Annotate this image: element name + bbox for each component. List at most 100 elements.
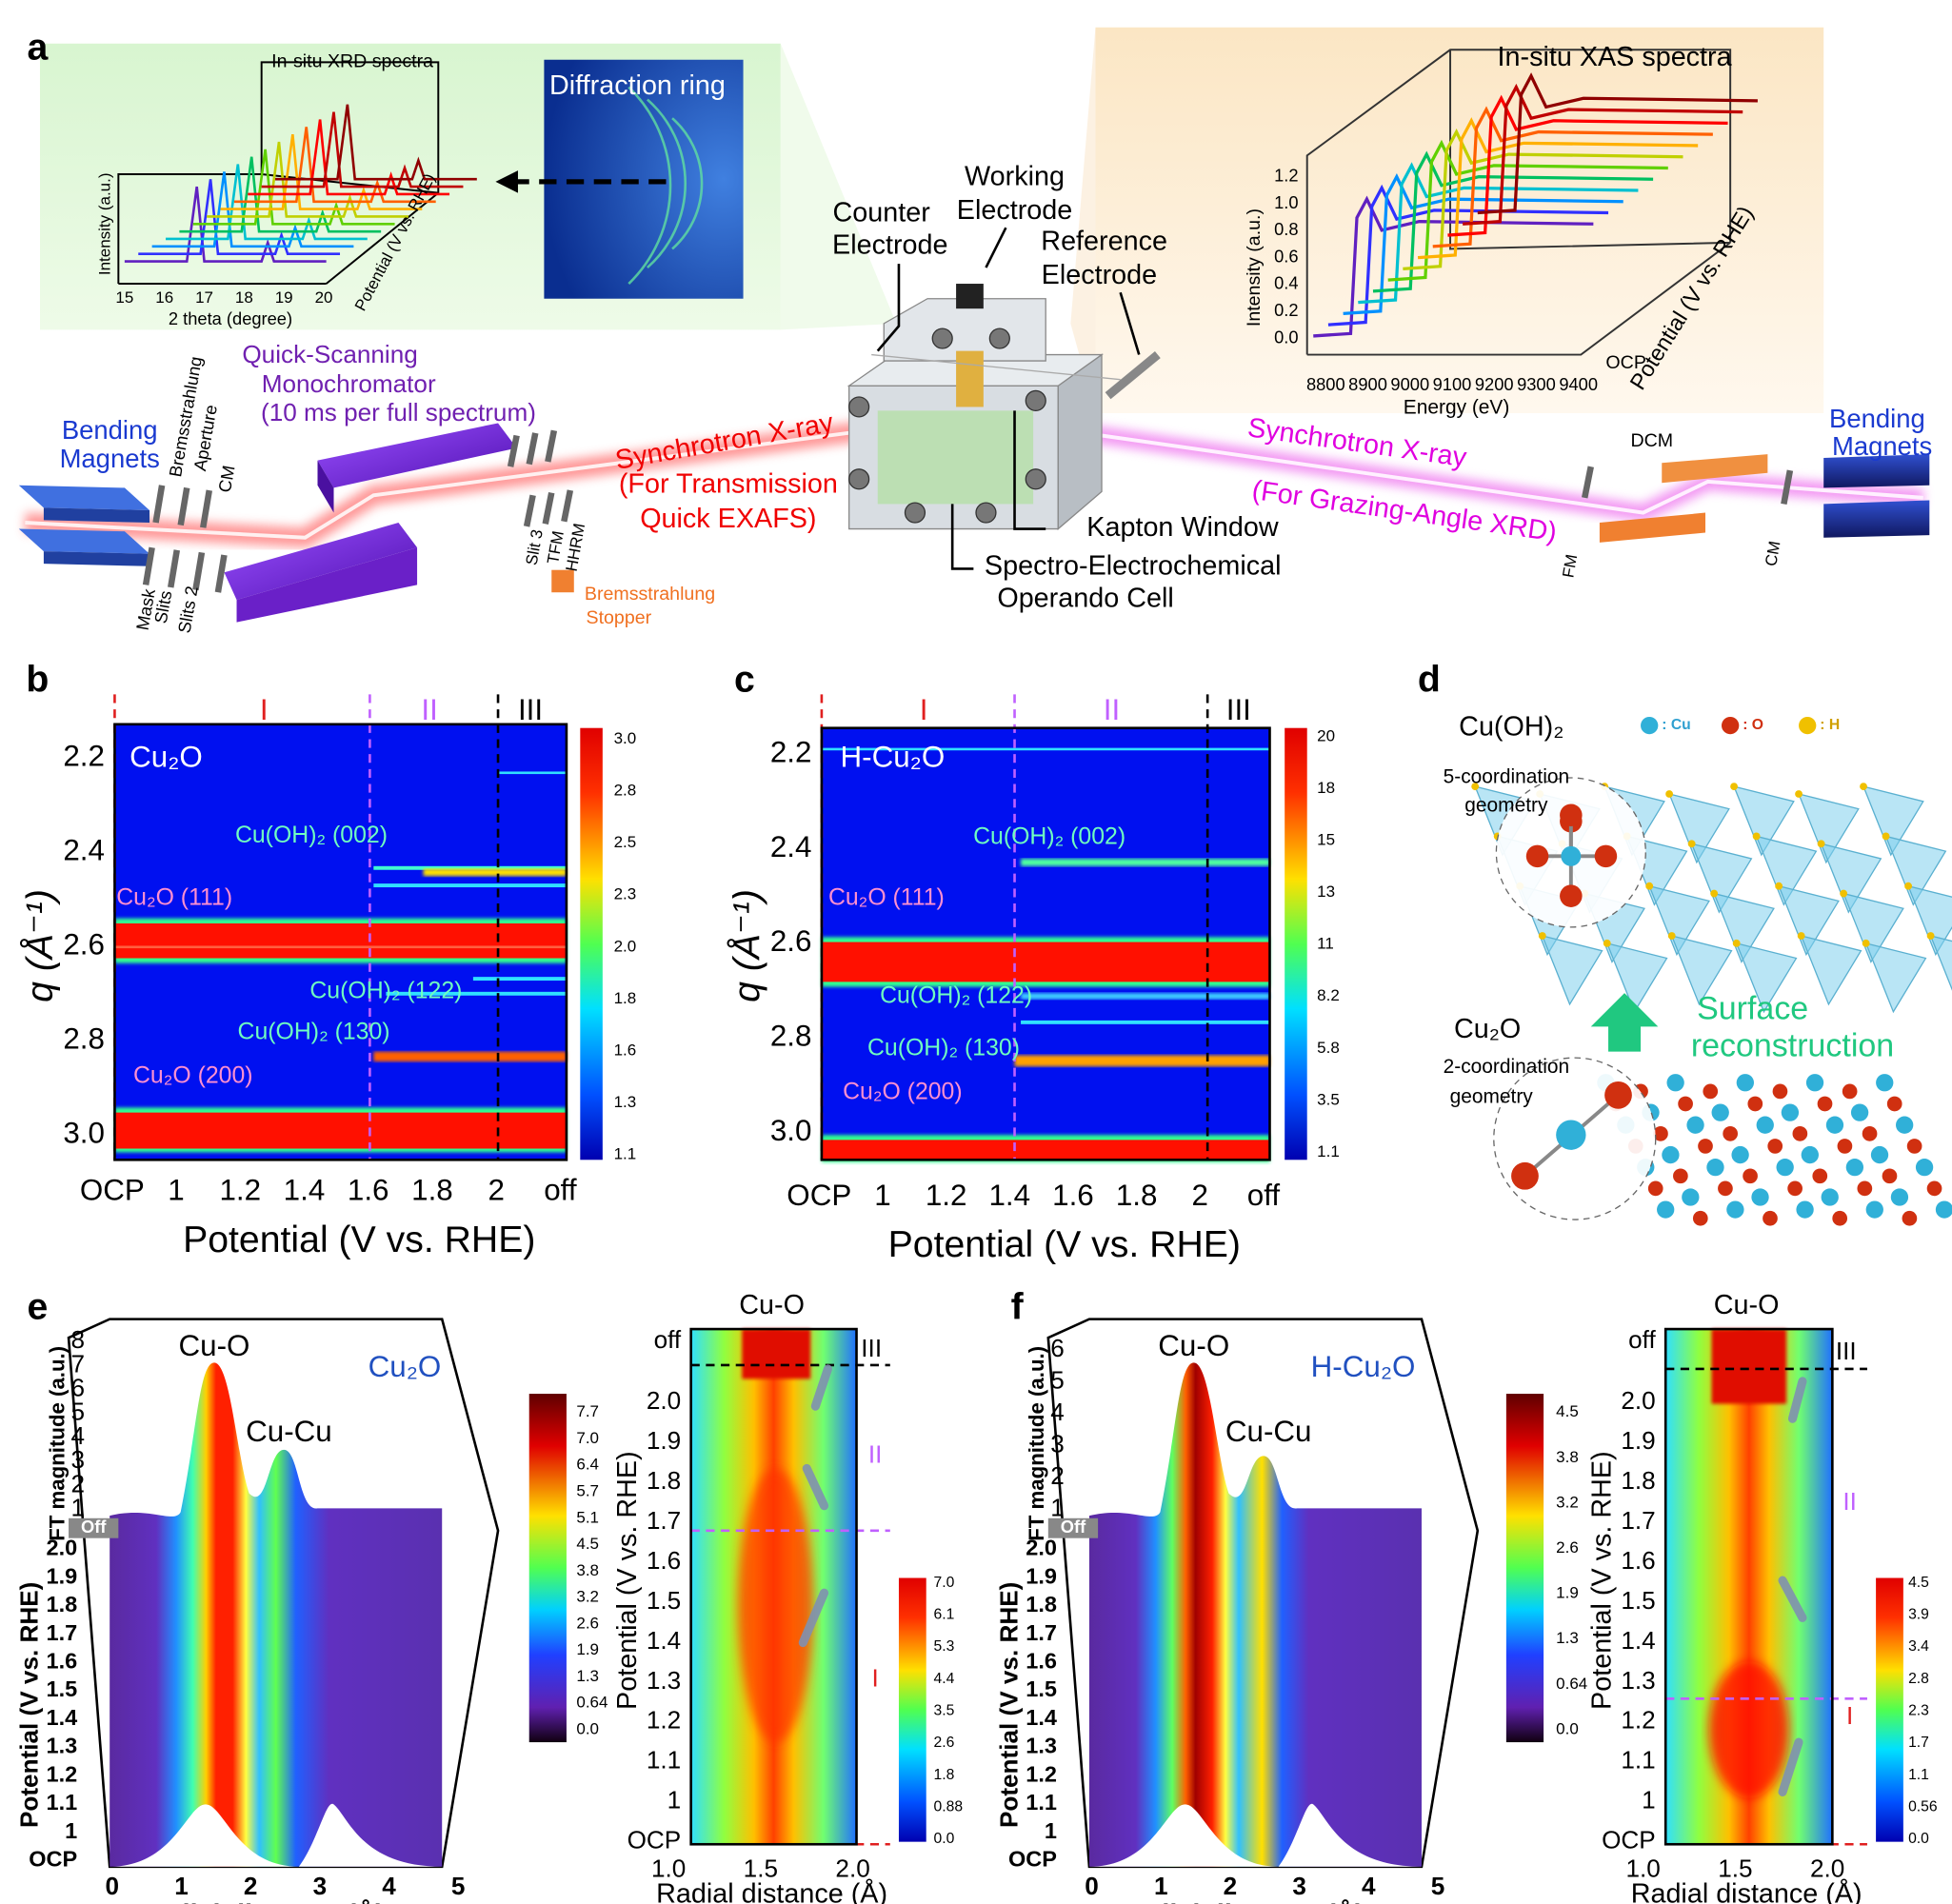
tick-label: OCP — [29, 1846, 77, 1871]
tick-label: 1.1 — [647, 1746, 681, 1775]
tick-label: 1.5 — [744, 1854, 778, 1883]
label: Cu(OH)₂ (130) — [867, 1036, 1020, 1061]
label: CM — [214, 464, 239, 494]
tick-label: 1.8 — [1026, 1592, 1057, 1616]
ft-surfaces — [67, 1318, 1480, 1869]
tick-label: 3.8 — [576, 1561, 599, 1579]
atom — [1906, 1139, 1922, 1154]
atom — [1926, 1180, 1942, 1197]
colorbar-b — [580, 727, 603, 1160]
legend-swatch — [1722, 716, 1740, 735]
label: CM — [1762, 540, 1783, 567]
tick-label: 2.0 — [1026, 1536, 1057, 1560]
label: Operando Cell — [997, 584, 1173, 614]
tick-label: 2.3 — [614, 885, 637, 903]
atom — [1801, 1145, 1819, 1164]
stopper — [551, 569, 574, 593]
colorbar-c — [1285, 727, 1307, 1160]
label: Slits 2 — [174, 585, 202, 635]
atom — [1743, 1168, 1758, 1184]
polyhedron — [1929, 935, 1952, 991]
h-atom — [1645, 882, 1654, 890]
atom — [1890, 1188, 1909, 1206]
tick-label: 2 — [1224, 1872, 1238, 1900]
atom — [1792, 1126, 1808, 1141]
label: Cu-Cu — [246, 1415, 332, 1448]
colorbar-f3d — [1505, 1394, 1544, 1743]
label: Synchrotron X-ray — [613, 407, 836, 476]
label: geometry — [1464, 795, 1548, 817]
beam-core — [970, 414, 1923, 515]
xas-curve — [1417, 117, 1699, 260]
tick-label: 1.6 — [1621, 1546, 1655, 1575]
polyhedron — [1541, 935, 1603, 1006]
h-atom — [1817, 840, 1825, 848]
h-atom — [1860, 783, 1867, 791]
polyhedron — [1778, 884, 1840, 957]
atom — [1772, 1083, 1788, 1100]
tick-label: 8.2 — [1317, 986, 1340, 1004]
label: Diffraction ring — [549, 70, 726, 101]
tick-label: 9200 — [1475, 374, 1514, 394]
tick-label: 3.2 — [576, 1588, 599, 1606]
o-atom — [1560, 884, 1583, 907]
tick-label: 1.7 — [1026, 1620, 1057, 1645]
tick-label: 1.3 — [1026, 1734, 1057, 1758]
heatmap-b — [114, 724, 567, 1160]
xrd-curve — [151, 171, 354, 248]
xas-curve — [1463, 83, 1743, 226]
tick-label: 19 — [275, 288, 293, 307]
tick-label: 5.8 — [1317, 1039, 1340, 1057]
map-f-hot — [1711, 1329, 1786, 1404]
atom — [1796, 1200, 1814, 1219]
tick-label: 6 — [71, 1373, 86, 1401]
axis-title: Radial distance (Å) — [138, 1899, 385, 1904]
heatmap-c — [821, 727, 1270, 1162]
magnet — [43, 551, 150, 566]
atom — [1736, 1074, 1754, 1092]
tick-label: 1.9 — [576, 1640, 599, 1658]
tick-label: OCP — [1008, 1846, 1057, 1871]
tick-label: 1 — [667, 1786, 682, 1815]
label: : H — [1820, 717, 1840, 733]
xrd-curve — [124, 186, 327, 263]
axis-title: q (Å⁻¹) — [19, 889, 61, 1002]
tick-label: 2.8 — [614, 782, 637, 800]
label: I — [871, 1664, 878, 1693]
xas-cone — [1070, 27, 1096, 413]
leader-lines — [876, 227, 1141, 570]
h-atom — [1795, 790, 1803, 798]
tick-label: 3.4 — [1908, 1638, 1929, 1655]
tick-label: 1.9 — [647, 1426, 681, 1455]
atom — [1686, 1116, 1704, 1134]
xrd-curve — [220, 134, 423, 210]
polyhedron — [1755, 835, 1818, 906]
off-tag — [1047, 1517, 1099, 1538]
tick-label: 5 — [1431, 1872, 1445, 1900]
screws — [848, 327, 1046, 524]
atom — [1845, 1158, 1864, 1177]
h-atom — [1471, 783, 1480, 791]
tick-label: 4 — [1362, 1872, 1376, 1900]
tick-label: 1.7 — [647, 1506, 681, 1535]
h-atom — [1538, 932, 1546, 940]
crystal-structure — [1471, 716, 1952, 1226]
xas-curve — [1447, 94, 1728, 237]
label: Cu(OH)₂ (002) — [973, 823, 1125, 849]
tick-label: 5 — [451, 1872, 466, 1900]
label: : O — [1743, 717, 1763, 733]
label: III — [1836, 1337, 1857, 1365]
tick-label: 1.5 — [1621, 1586, 1655, 1615]
tick-label: 1.2 — [926, 1179, 967, 1212]
monochromator — [317, 460, 334, 513]
legend-swatch — [1641, 716, 1659, 735]
o-atom — [1525, 844, 1549, 868]
tick-label: 1.7 — [1908, 1735, 1929, 1751]
colorbar-emap — [898, 1577, 926, 1842]
atom — [1673, 1168, 1688, 1184]
tick-label: 1.5 — [1718, 1854, 1752, 1883]
label: H-Cu₂O — [841, 741, 946, 774]
xrd-curve — [233, 127, 436, 204]
tick-label: 2 — [488, 1174, 504, 1207]
atom — [1842, 1083, 1858, 1100]
